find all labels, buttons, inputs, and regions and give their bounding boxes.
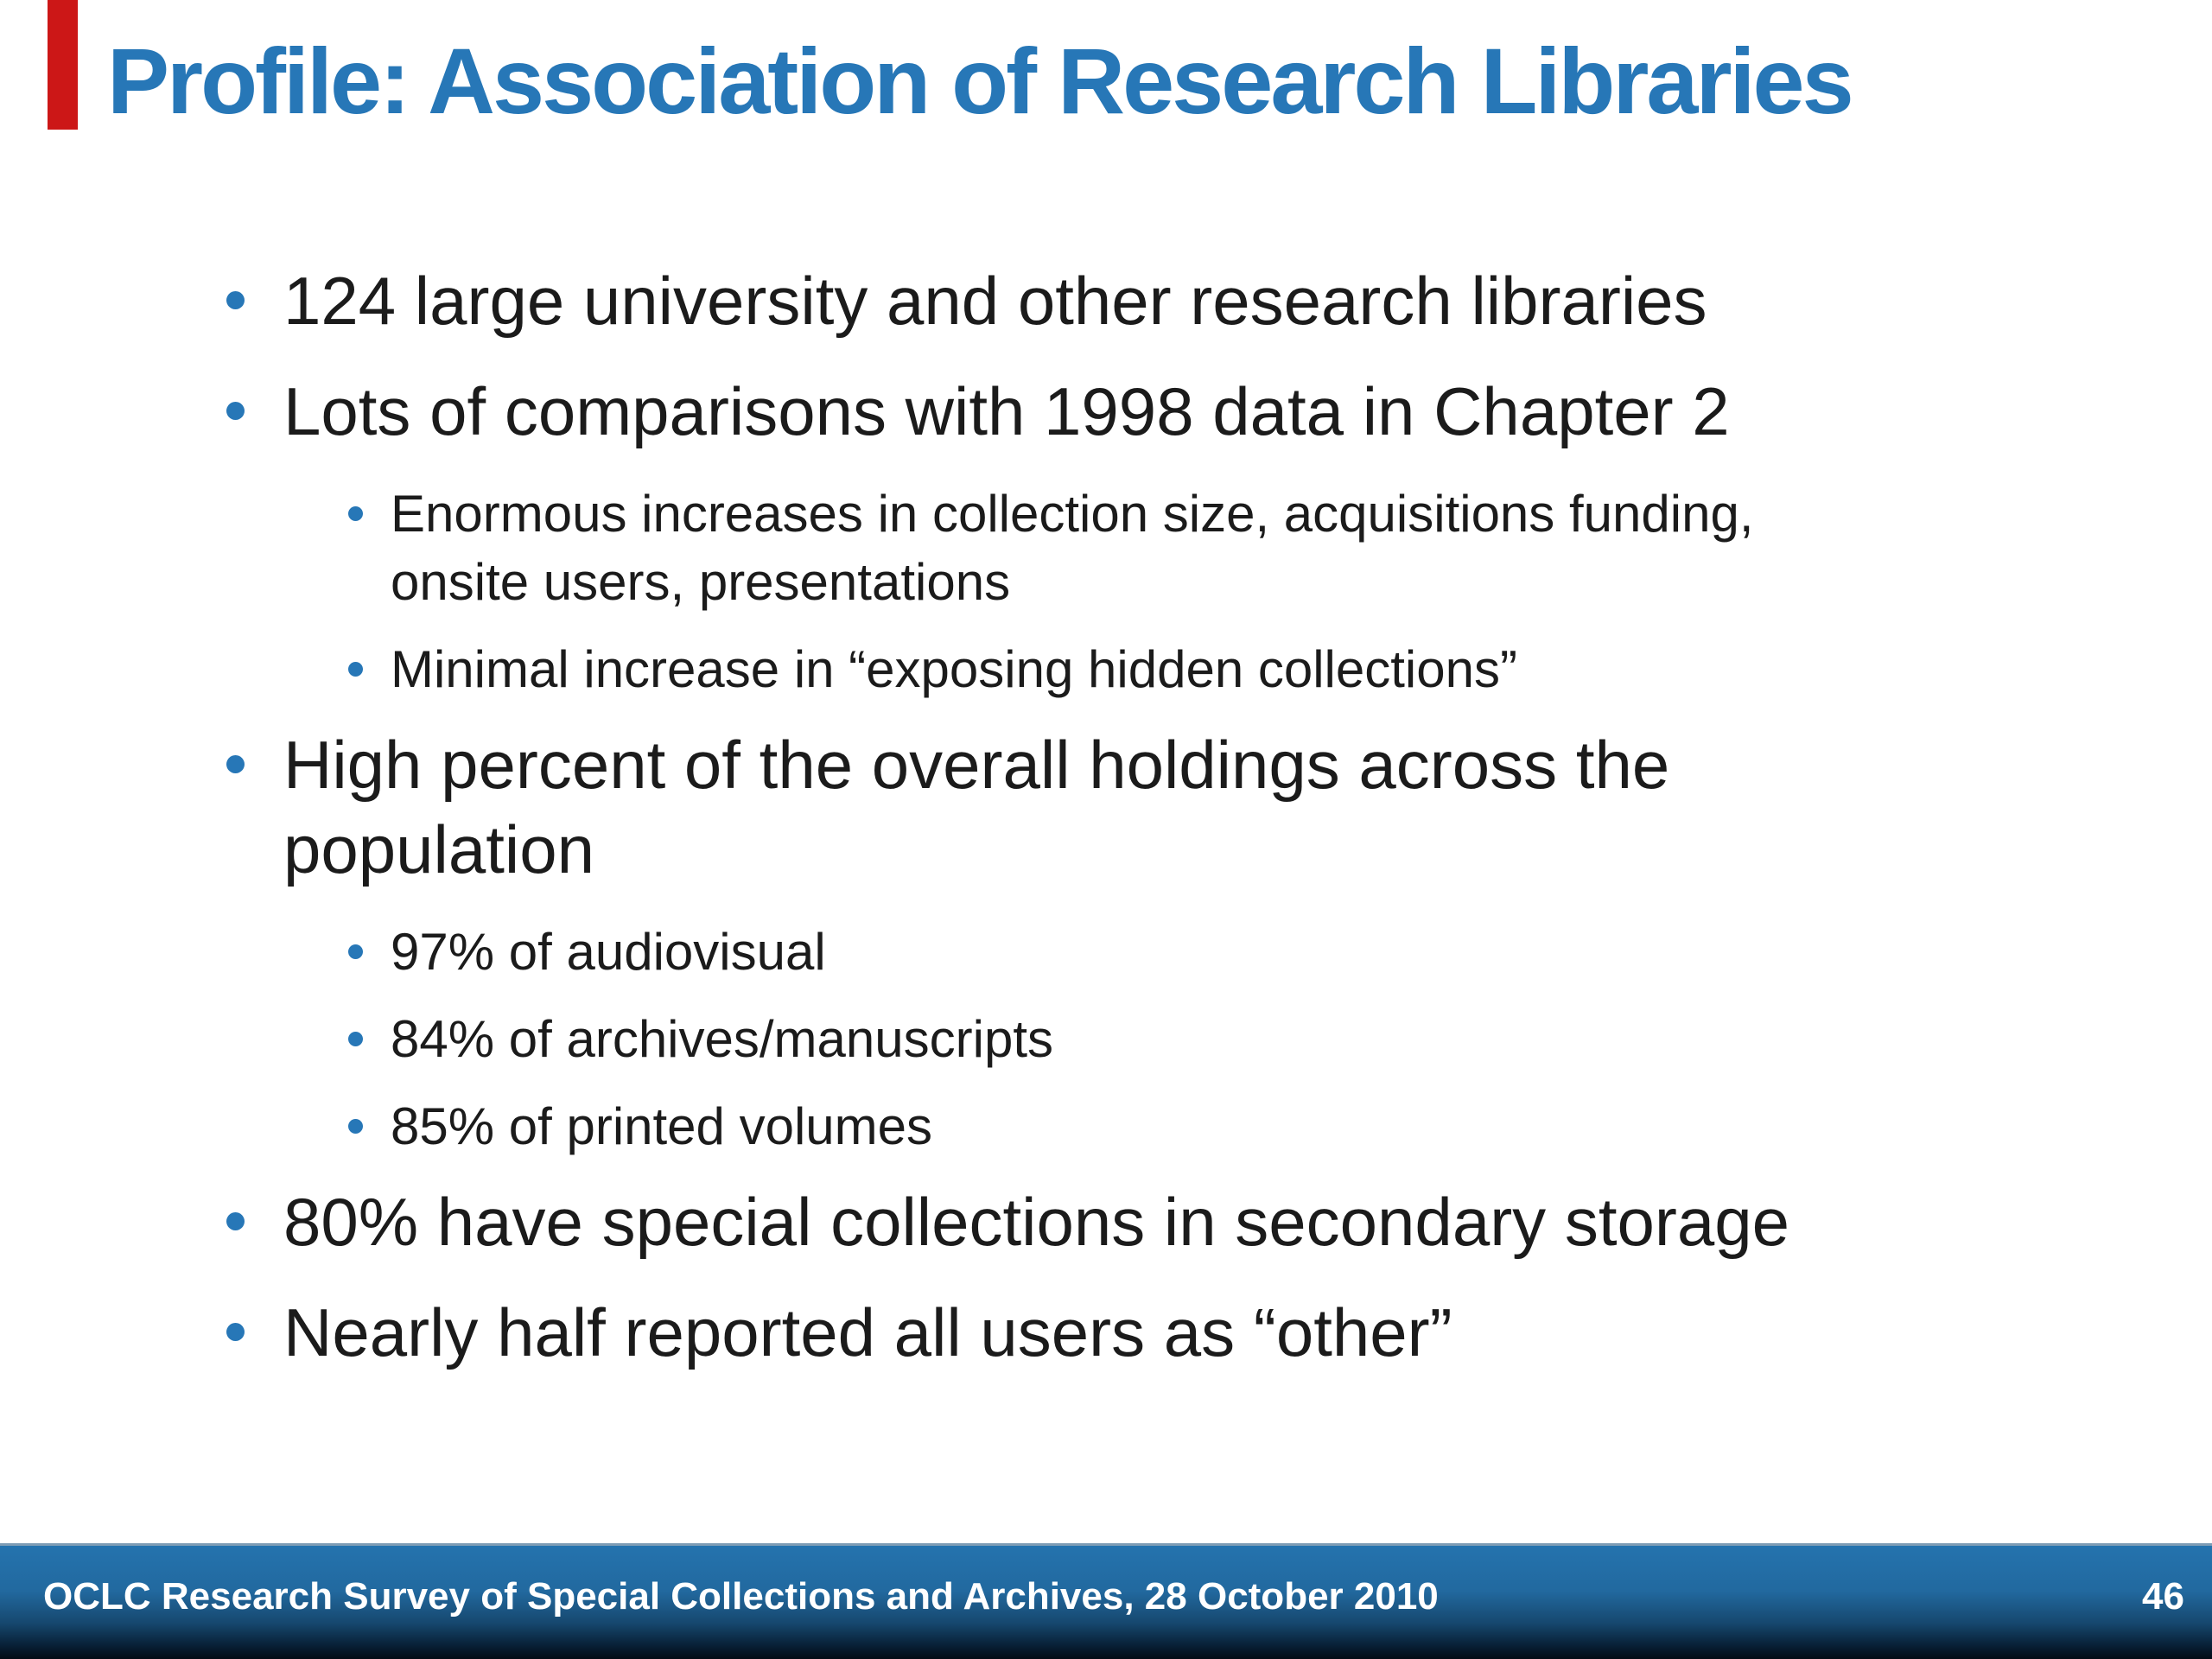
bullet-item: 80% have special collections in secondar… xyxy=(0,1179,2160,1264)
bullet-icon xyxy=(348,662,363,677)
sub-bullet-item: Enormous increases in collection size, a… xyxy=(0,480,2160,616)
bullet-icon xyxy=(226,291,245,309)
bullet-text: Enormous increases in collection size, a… xyxy=(391,485,1754,543)
sub-bullet-item: 97% of audiovisual xyxy=(0,918,2160,986)
red-corner-marker xyxy=(48,0,78,130)
bullet-text: Minimal increase in “exposing hidden col… xyxy=(391,640,1517,698)
bullet-icon xyxy=(226,1212,245,1230)
bullet-text: population xyxy=(283,811,594,887)
bullet-item: 124 large university and other research … xyxy=(0,258,2160,343)
bullet-text: 80% have special collections in secondar… xyxy=(283,1184,1790,1260)
sub-bullet-item: 84% of archives/manuscripts xyxy=(0,1005,2160,1073)
bullet-text: 124 large university and other research … xyxy=(283,263,1707,339)
bullet-text: 84% of archives/manuscripts xyxy=(391,1010,1053,1068)
bullet-text: High percent of the overall holdings acr… xyxy=(283,727,1670,803)
sub-bullet-item: Minimal increase in “exposing hidden col… xyxy=(0,635,2160,703)
sub-bullet-item: 85% of printed volumes xyxy=(0,1092,2160,1160)
bullet-icon xyxy=(348,506,363,521)
bullet-icon xyxy=(348,944,363,959)
bullet-icon xyxy=(348,1032,363,1046)
bullet-text: Lots of comparisons with 1998 data in Ch… xyxy=(283,373,1730,449)
bullet-text: Nearly half reported all users as “other… xyxy=(283,1294,1452,1370)
bullet-text: 97% of audiovisual xyxy=(391,923,826,981)
bullet-icon xyxy=(226,1323,245,1341)
bullet-item: High percent of the overall holdings acr… xyxy=(0,722,2160,892)
bullet-item: Lots of comparisons with 1998 data in Ch… xyxy=(0,369,2160,454)
bullet-item: Nearly half reported all users as “other… xyxy=(0,1290,2160,1375)
footer-text: OCLC Research Survey of Special Collecti… xyxy=(43,1574,1439,1618)
bullet-text: onsite users, presentations xyxy=(391,553,1011,611)
footer-bar: OCLC Research Survey of Special Collecti… xyxy=(0,1543,2212,1659)
slide-title: Profile: Association of Research Librari… xyxy=(107,29,1854,133)
bullet-icon xyxy=(226,755,245,773)
bullet-list: 124 large university and other research … xyxy=(0,258,2160,1401)
page-number: 46 xyxy=(2142,1574,2184,1618)
footer-content: OCLC Research Survey of Special Collecti… xyxy=(43,1575,2186,1618)
bullet-icon xyxy=(348,1119,363,1134)
bullet-text: 85% of printed volumes xyxy=(391,1097,933,1155)
bullet-icon xyxy=(226,402,245,420)
